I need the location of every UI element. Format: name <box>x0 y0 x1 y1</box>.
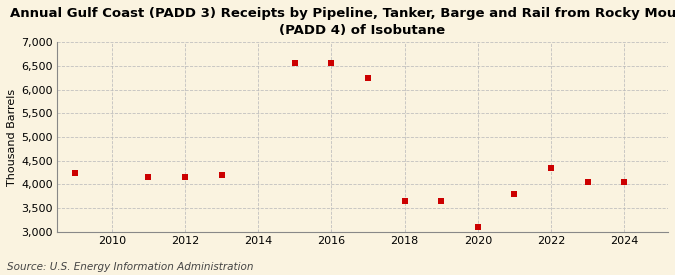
Point <box>180 175 190 180</box>
Point <box>399 199 410 203</box>
Point <box>619 180 630 184</box>
Point <box>143 175 154 180</box>
Title: Annual Gulf Coast (PADD 3) Receipts by Pipeline, Tanker, Barge and Rail from Roc: Annual Gulf Coast (PADD 3) Receipts by P… <box>10 7 675 37</box>
Point <box>436 199 447 203</box>
Text: Source: U.S. Energy Information Administration: Source: U.S. Energy Information Administ… <box>7 262 253 272</box>
Point <box>362 76 373 80</box>
Point <box>216 173 227 177</box>
Point <box>472 225 483 229</box>
Point <box>33 161 44 165</box>
Point <box>509 192 520 196</box>
Point <box>545 166 556 170</box>
Point <box>326 61 337 65</box>
Y-axis label: Thousand Barrels: Thousand Barrels <box>7 89 17 186</box>
Point <box>290 61 300 65</box>
Point <box>582 180 593 184</box>
Point <box>70 170 80 175</box>
